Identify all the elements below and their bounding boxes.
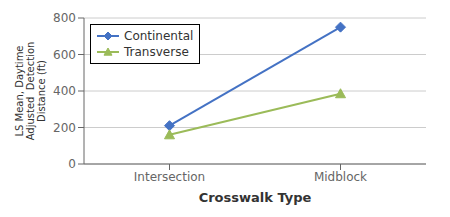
svg-text:600: 600 <box>53 48 76 62</box>
svg-text:Midblock: Midblock <box>314 170 367 184</box>
svg-text:800: 800 <box>53 11 76 25</box>
svg-text:200: 200 <box>53 121 76 135</box>
svg-text:400: 400 <box>53 84 76 98</box>
svg-text:0: 0 <box>68 157 76 171</box>
html-text:Continental: Continental <box>124 29 194 43</box>
svg-text:Intersection: Intersection <box>134 170 205 184</box>
svg-text:Crosswalk Type: Crosswalk Type <box>199 190 312 205</box>
html-text:Transverse: Transverse <box>124 45 189 59</box>
svg-text:LS Mean, DaytimeAdjusted Dete: LS Mean, DaytimeAdjusted DetectionDistan… <box>14 42 47 141</box>
